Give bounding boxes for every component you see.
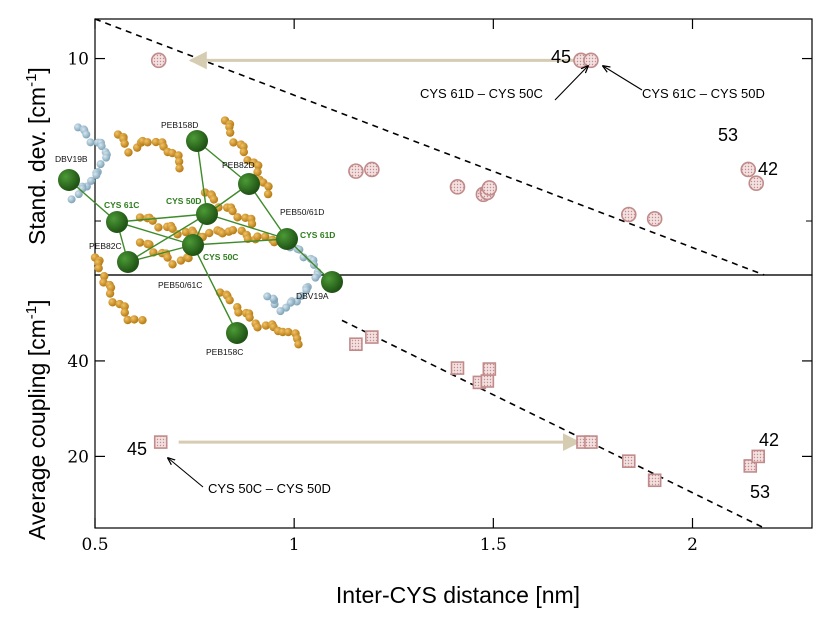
top-y-axis-label: Stand. dev. [cm-1] — [23, 67, 50, 245]
inset-label-cys50d: CYS 50D — [166, 196, 201, 206]
pair-right-pointer — [603, 66, 643, 91]
molecular-inset: PEB158D DBV19B PEB82D CYS 61C CYS 50D PE… — [55, 116, 343, 357]
inset-label-peb158d: PEB158D — [161, 120, 198, 130]
bottom-y-tick-label-1: 40 — [67, 352, 89, 372]
bottom-point-3 — [450, 361, 465, 375]
node-dbv19b — [58, 169, 80, 191]
inset-label-peb158c: PEB158C — [206, 347, 243, 357]
top-label-53: 53 — [718, 125, 738, 145]
dbv-chain-0 — [67, 123, 111, 204]
top-panel: 10 45 53 42 CYS 61D – CYS 50C CYS 61C – … — [23, 18, 813, 276]
bottom-plot-frame — [94, 274, 813, 529]
peb-chain-0 — [113, 130, 184, 173]
peb-chain-5 — [215, 288, 303, 349]
edge-peb82d-cys61d — [248, 183, 288, 240]
dbv-chromophores — [67, 123, 322, 316]
node-cys50c — [182, 234, 204, 256]
top-series — [150, 52, 765, 227]
edge-cys50c-peb158c — [192, 244, 238, 334]
x-tick-label-3: 2 — [687, 535, 698, 555]
top-pair-left-label: CYS 61D – CYS 50C — [420, 86, 543, 101]
node-dbv19a — [321, 271, 343, 293]
inset-label-peb5061d: PEB50/61D — [280, 207, 324, 217]
bottom-y-tick-label-0: 20 — [67, 447, 89, 467]
top-point-12 — [748, 175, 765, 192]
inset-label-dbv19b: DBV19B — [55, 154, 88, 164]
node-peb158d — [186, 130, 208, 152]
edge-cys61c-cys50d — [116, 213, 208, 223]
inset-label-cys61d: CYS 61D — [300, 230, 335, 240]
inset-label-cys50c: CYS 50C — [203, 252, 238, 262]
top-y-tick-label-0: 10 — [67, 50, 89, 70]
top-point-9 — [620, 206, 637, 223]
top-point-8 — [583, 52, 599, 69]
bottom-point-5 — [480, 374, 495, 388]
inset-label-peb5061c: PEB50/61C — [158, 280, 202, 290]
bottom-point-12 — [751, 449, 766, 464]
bottom-point-9 — [621, 454, 636, 468]
bottom-point-8 — [584, 435, 598, 449]
top-point-2 — [364, 161, 380, 178]
bottom-fit-line — [341, 319, 765, 529]
peb-chain-3 — [90, 253, 147, 325]
bottom-point-10 — [647, 473, 662, 488]
top-point-6 — [481, 180, 498, 196]
top-y-ticks: 10 — [67, 19, 812, 222]
dbv-chain-1 — [263, 243, 322, 316]
top-fit-line — [94, 18, 765, 276]
top-point-0 — [150, 52, 167, 69]
bottom-series — [153, 330, 766, 488]
top-point-10 — [646, 211, 663, 227]
edge-cys50d-cys61d — [206, 213, 288, 240]
node-cys61d — [276, 228, 298, 250]
bottom-pair-label: CYS 50C – CYS 50D — [208, 481, 331, 496]
node-cys50d — [196, 203, 218, 225]
inset-label-dbv19a: DBV19A — [296, 291, 329, 301]
bottom-point-2 — [365, 330, 379, 344]
top-pair-right-label: CYS 61C – CYS 50D — [642, 86, 765, 101]
edge-peb158d-cys50d — [196, 140, 208, 215]
node-peb82c — [117, 251, 139, 273]
top-label-42: 42 — [758, 159, 778, 179]
top-label-45: 45 — [551, 47, 571, 67]
bottom-pair-pointer — [168, 458, 204, 488]
bottom-point-6 — [482, 362, 497, 376]
bottom-point-0 — [153, 435, 168, 449]
inset-label-cys61c: CYS 61C — [104, 200, 139, 210]
bottom-point-1 — [349, 337, 363, 352]
node-cys61c — [106, 211, 128, 233]
bottom-y-axis-label: Average coupling [cm-1] — [23, 300, 50, 541]
bottom-label-45: 45 — [127, 439, 147, 459]
bottom-axis-ticks: 20 40 0.5 1 1.5 2 — [67, 352, 812, 555]
node-peb158c — [226, 322, 248, 344]
inset-label-peb82c: PEB82C — [89, 241, 122, 251]
inset-label-peb82d: PEB82D — [222, 160, 255, 170]
x-tick-label-1: 1 — [289, 535, 300, 555]
edge-cys61c-cys50c — [116, 221, 194, 246]
edge-peb158d-peb82d — [196, 140, 250, 185]
edge-peb82c-cys50d — [127, 213, 208, 263]
cys-nodes — [58, 130, 343, 344]
peb-chain-6 — [200, 188, 257, 229]
top-point-1 — [348, 163, 364, 179]
x-tick-label-0: 0.5 — [81, 535, 108, 555]
top-point-3 — [449, 179, 466, 195]
peb-chromophores — [90, 116, 303, 349]
bottom-label-42: 42 — [759, 430, 779, 450]
x-tick-label-2: 1.5 — [480, 535, 507, 555]
pair-left-pointer — [554, 66, 588, 101]
node-peb82d — [238, 173, 260, 195]
edge-cys50c-cys61d — [192, 238, 288, 246]
top-point-11 — [740, 161, 757, 178]
edge-cys50c-peb82c — [127, 244, 194, 263]
x-axis-label: Inter-CYS distance [nm] — [336, 582, 580, 608]
bottom-label-53: 53 — [750, 482, 770, 502]
